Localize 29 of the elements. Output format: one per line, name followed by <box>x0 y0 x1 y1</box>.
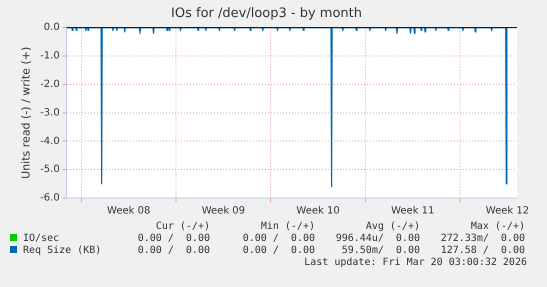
x-tick-label: Week 09 <box>202 206 246 217</box>
legend-label: IO/sec <box>22 233 60 245</box>
text: 0.00 / 0.00 <box>242 245 315 257</box>
y-tick-label: -1.0 <box>40 50 60 62</box>
y-tick-label: 0.0 <box>44 22 60 34</box>
x-tick-label: Week 12 <box>486 206 530 217</box>
text: Last update: Fri Mar 20 03:00:32 2026 <box>303 257 527 269</box>
text: 996.44u/ 0.00 <box>334 233 420 245</box>
text: 272.33m/ 0.00 <box>440 233 525 245</box>
text: 0.00 / 0.00 <box>136 233 210 245</box>
text: 59.50m/ 0.00 <box>340 245 420 257</box>
y-axis-title: Units read (-) / write (+) <box>19 46 32 179</box>
y-tick-label: -3.0 <box>40 107 60 118</box>
y-tick-label: -2.0 <box>40 78 60 90</box>
chart-title: IOs for /dev/loop3 - by month <box>171 6 362 22</box>
x-tick-label: Week 10 <box>296 206 340 217</box>
text: 0.00 / 0.00 <box>242 233 315 245</box>
x-tick-label: Week 11 <box>391 206 434 217</box>
text: 127.58 / 0.00 <box>440 245 525 257</box>
text: Min (-/+) <box>260 221 315 233</box>
text: Cur (-/+) <box>154 221 210 233</box>
x-tick-label: Week 08 <box>107 206 150 217</box>
text: Max (-/+) <box>470 221 525 233</box>
y-tick-label: -4.0 <box>40 136 60 147</box>
y-tick-label: -6.0 <box>40 192 60 204</box>
text: Avg (-/+) <box>364 221 420 233</box>
text: 0.00 / 0.00 <box>136 245 210 257</box>
y-tick-label: -5.0 <box>40 164 60 176</box>
legend-label: Req Size (KB) <box>22 245 102 257</box>
